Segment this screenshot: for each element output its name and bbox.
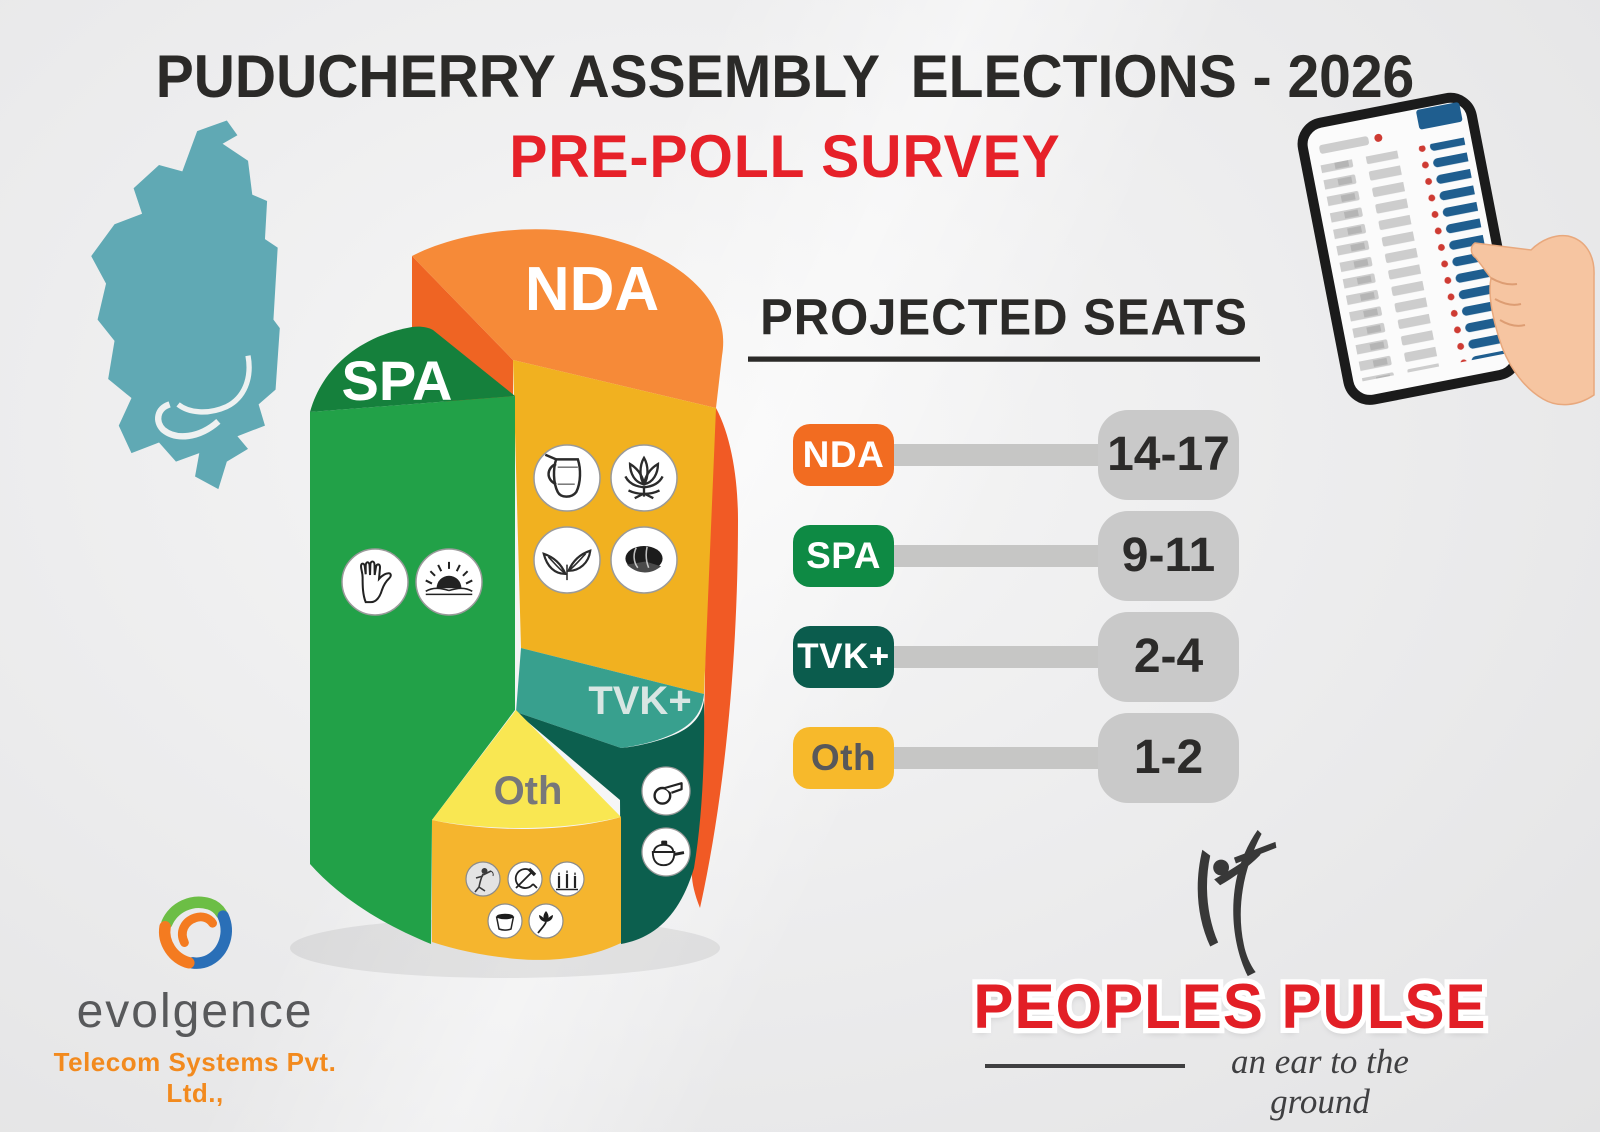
party-symbol-bucket-icon <box>487 903 523 939</box>
party-symbol-hammer-and-sickle-icon <box>507 861 543 897</box>
party-symbol-two-leaves-icon <box>533 526 601 594</box>
party-symbol-farmer-icon <box>465 861 501 897</box>
party-symbol-open-palm-hand-icon <box>341 548 409 616</box>
seat-share-pie-chart: NDA SPA TVK+ Oth <box>290 229 738 978</box>
connector-bar <box>883 545 1113 567</box>
evm-label-bar <box>1319 136 1369 154</box>
alliance-badge-nda: NDA <box>793 424 894 486</box>
peoples-pulse-figure-icon <box>1197 829 1277 977</box>
evm-ready-led <box>1374 133 1383 142</box>
party-symbol-flower-icon <box>528 903 564 939</box>
evm-candidate-list <box>1320 150 1440 382</box>
party-symbol-watermelon-icon <box>610 526 678 594</box>
evm-header-tab <box>1416 102 1463 130</box>
map-silhouette <box>91 120 280 490</box>
evm-machine <box>1297 92 1523 405</box>
evolgence-name: evolgence <box>76 985 314 1038</box>
map-lagoon <box>155 401 221 440</box>
pie-spa-front-face <box>310 396 515 944</box>
seat-row-nda: NDA 14-17 <box>793 410 1245 500</box>
tagline-rule <box>985 1064 1185 1068</box>
peoples-pulse-name-text: PEOPLES PULSE <box>973 971 1487 1042</box>
connector-bar <box>883 444 1113 466</box>
connector-bar <box>883 747 1113 769</box>
party-symbol-pressure-cooker-icon <box>641 827 691 877</box>
seat-range-nda: 14-17 <box>1098 410 1239 500</box>
pie-nda-top-face <box>412 229 724 408</box>
pie-nda-front-face <box>513 360 716 694</box>
page-subtitle: PRE-POLL SURVEY <box>509 123 1061 191</box>
peoples-pulse-tagline: an ear to the ground <box>1231 1042 1409 1121</box>
evm-button-column <box>1403 137 1506 366</box>
pie-tvk-top-face <box>516 648 704 748</box>
seat-range-oth: 1-2 <box>1098 713 1239 803</box>
evolgence-subtitle: Telecom Systems Pvt. Ltd., <box>53 1047 337 1108</box>
puducherry-map-illustration <box>91 120 280 490</box>
seat-range-tvk: 2-4 <box>1098 612 1239 702</box>
alliance-badge-oth: Oth <box>793 727 894 789</box>
party-symbol-lotus-icon <box>610 444 678 512</box>
pie-oth-top-face <box>432 710 621 828</box>
voter-hand <box>1470 234 1595 406</box>
seat-row-spa: SPA 9-11 <box>793 511 1245 601</box>
party-symbol-three-candles-icon <box>549 861 585 897</box>
peoples-pulse-name: PEOPLES PULSE PEOPLES PULSE <box>960 966 1500 1047</box>
peoples-pulse-name-outline: PEOPLES PULSE <box>968 966 1490 1047</box>
pie-label-tvk: TVK+ <box>588 679 691 723</box>
pie-label-spa: SPA <box>342 349 453 412</box>
pie-label-nda: NDA <box>525 255 659 324</box>
pie-tvk-front-face <box>516 700 705 944</box>
connector-bar <box>883 646 1113 668</box>
seat-row-oth: Oth 1-2 <box>793 713 1245 803</box>
map-river <box>176 355 252 415</box>
projected-seats-heading: PROJECTED SEATS <box>748 288 1260 362</box>
evolgence-swirl-icon <box>158 896 232 969</box>
alliance-badge-spa: SPA <box>793 525 894 587</box>
evolgence-logo: evolgence Telecom Systems Pvt. Ltd., <box>40 888 350 1109</box>
pie-spa-top-face <box>310 326 515 412</box>
seat-row-tvk: TVK+ 2-4 <box>793 612 1245 702</box>
pie-label-oth: Oth <box>494 769 563 813</box>
party-symbol-jug-icon <box>533 444 601 512</box>
seat-range-spa: 9-11 <box>1098 511 1239 601</box>
party-symbol-rising-sun-icon <box>415 548 483 616</box>
alliance-badge-tvk: TVK+ <box>793 626 894 688</box>
party-symbol-whistle-icon <box>641 766 691 816</box>
page-title: PUDUCHERRY ASSEMBLY ELECTIONS - 2026 <box>155 43 1415 111</box>
evm-illustration <box>1297 92 1595 406</box>
pie-nda-outer-rim <box>691 408 738 908</box>
